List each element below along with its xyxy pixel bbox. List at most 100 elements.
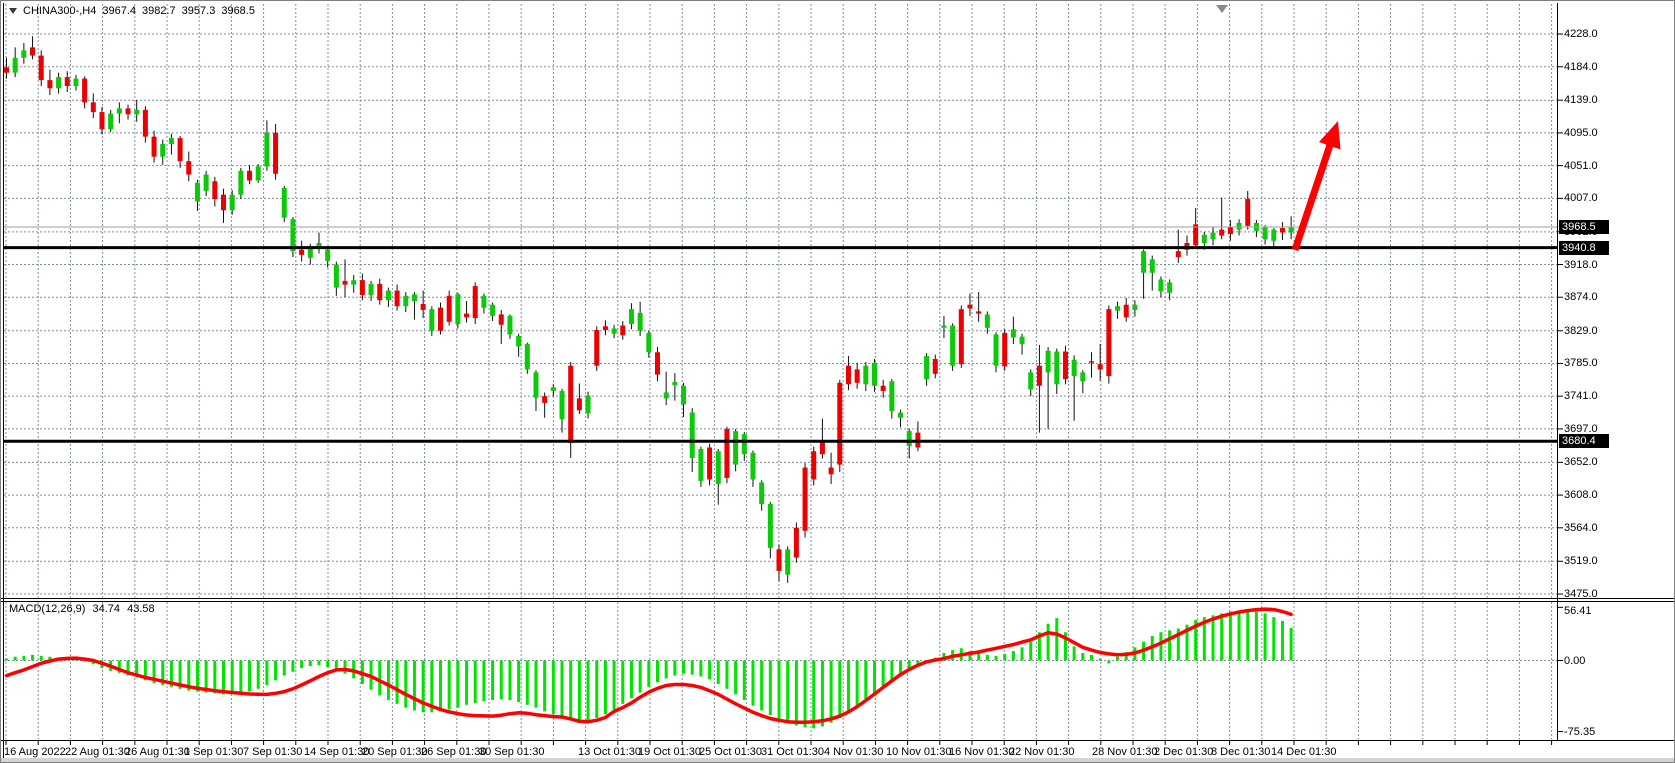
dropdown-icon[interactable] — [9, 8, 17, 14]
macd-histogram-bar — [222, 660, 225, 695]
macd-histogram-bar — [890, 660, 894, 681]
candle — [950, 325, 956, 366]
date-label: 25 Oct 01:30 — [699, 746, 762, 758]
ohlc-low: 3957.3 — [181, 5, 216, 17]
candle — [655, 352, 660, 375]
candle — [1219, 229, 1225, 236]
candle — [290, 219, 296, 252]
symbol-period: CHINA300-,H4 — [23, 5, 97, 17]
macd-histogram-bar — [1272, 617, 1276, 661]
macd-histogram-bar — [656, 660, 659, 683]
macd-histogram-bar — [708, 660, 712, 680]
trend-arrow[interactable] — [1291, 121, 1341, 252]
macd-histogram-bar — [74, 659, 78, 661]
macd-histogram-bar — [786, 660, 790, 723]
candle — [672, 382, 678, 386]
candle — [542, 396, 548, 403]
macd-histogram-bar — [595, 660, 599, 718]
candle — [524, 344, 530, 370]
chart-shift-marker-icon[interactable] — [1216, 5, 1228, 13]
macd-histogram-bar — [777, 660, 781, 719]
candle — [186, 161, 192, 175]
macd-histogram-bar — [439, 660, 442, 712]
macd-histogram-bar — [569, 660, 573, 720]
macd-histogram-bar — [1263, 613, 1267, 661]
date-label: 31 Oct 01:30 — [761, 746, 824, 758]
macd-histogram-bar — [942, 652, 946, 661]
candle — [264, 132, 270, 167]
price-tick-label: 4228.0 — [1564, 28, 1598, 40]
macd-histogram-bar — [1176, 628, 1180, 661]
candle — [819, 442, 825, 455]
candle — [776, 549, 782, 571]
macd-histogram-bar — [204, 660, 208, 693]
ohlc-close: 3968.5 — [221, 5, 255, 17]
candle — [99, 112, 105, 130]
date-label: 1 Sep 01:30 — [184, 746, 244, 758]
candle — [759, 482, 765, 505]
macd-histogram-bar — [543, 660, 547, 712]
macd-histogram-bar — [794, 660, 798, 726]
hline-price-badge: 3680.4 — [1559, 434, 1609, 449]
macd-histogram-bar — [1072, 646, 1076, 661]
macd-histogram-bar — [91, 660, 95, 665]
candle — [177, 138, 183, 162]
macd-histogram-bar — [534, 660, 538, 708]
candle — [785, 549, 791, 575]
macd-histogram-bar — [326, 660, 330, 668]
macd-histogram-bar — [612, 660, 616, 710]
candle — [203, 174, 209, 191]
candle — [984, 314, 990, 328]
candle — [142, 109, 148, 137]
candle — [698, 448, 704, 481]
candle — [1010, 329, 1016, 338]
candle — [767, 504, 773, 548]
candle — [828, 467, 834, 475]
macd-histogram-bar — [1037, 632, 1041, 661]
macd-histogram-bar — [291, 660, 295, 672]
macd-histogram-bar — [768, 660, 772, 716]
macd-histogram-bar — [517, 660, 521, 702]
date-label: 28 Nov 01:30 — [1092, 746, 1158, 758]
macd-histogram-bar — [22, 655, 26, 661]
candle — [837, 382, 843, 465]
candle — [793, 527, 799, 558]
macd-histogram-bar — [334, 660, 338, 670]
candle — [125, 108, 131, 115]
candle — [1141, 251, 1147, 273]
candle — [681, 385, 687, 405]
candle — [585, 395, 591, 414]
candle — [594, 329, 600, 366]
candle — [255, 166, 261, 181]
macd-histogram-bar — [1020, 647, 1024, 661]
macd-histogram-bar — [169, 660, 173, 687]
candle — [602, 326, 608, 330]
candle — [429, 309, 435, 331]
macd-histogram-bar — [742, 660, 746, 701]
candle — [481, 295, 487, 308]
chart-title: CHINA300-,H4 3967.4 3982.7 3957.3 3968.5 — [9, 4, 257, 18]
macd-histogram-bar — [525, 660, 529, 705]
macd-histogram-bar — [499, 660, 503, 700]
candle — [550, 387, 556, 391]
candle — [559, 390, 565, 420]
date-label: 14 Sep 01:30 — [304, 746, 370, 758]
candle — [1236, 222, 1242, 230]
candle — [568, 365, 574, 444]
date-label: 19 Oct 01:30 — [638, 746, 701, 758]
price-tick-label: 3652.0 — [1564, 456, 1598, 469]
macd-histogram-bar — [864, 660, 868, 700]
candle — [872, 362, 877, 386]
trend-arrow-shaft[interactable] — [1291, 143, 1334, 252]
candle — [455, 294, 461, 325]
candle — [325, 249, 331, 261]
time-axis[interactable]: 16 Aug 2022 22 Aug 01:30 26 Aug 01:30 1 Sep… — [1, 741, 1674, 758]
macd-histogram-bar — [638, 660, 642, 693]
candle — [1036, 365, 1042, 386]
macd-histogram-bar — [508, 660, 512, 701]
trend-arrow-head[interactable] — [1319, 121, 1341, 150]
macd-histogram-bar — [1220, 613, 1224, 661]
candle — [646, 332, 652, 353]
